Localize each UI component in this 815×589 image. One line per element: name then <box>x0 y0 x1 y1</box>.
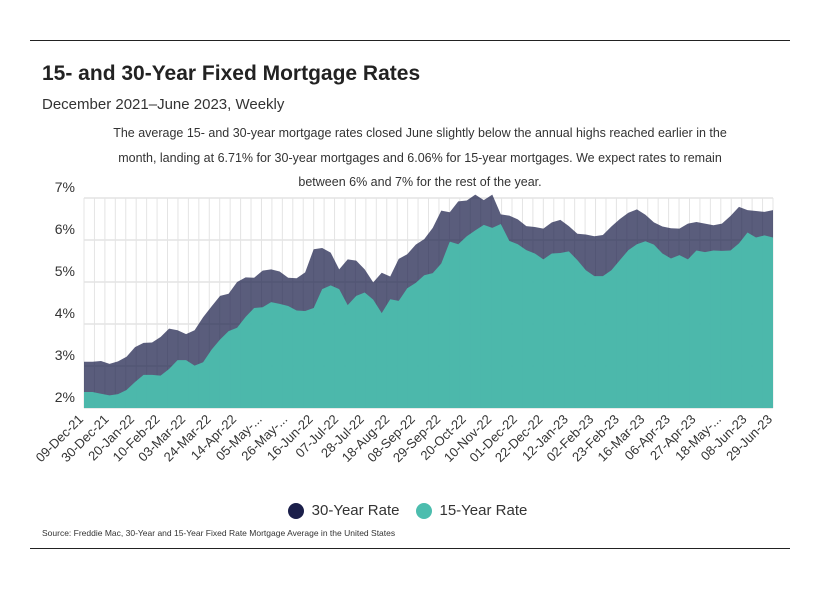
x-tick-labels: 09-Dec-2130-Dec-2120-Jan-2210-Feb-2203-M… <box>33 412 776 466</box>
y-tick-label: 7% <box>55 179 75 195</box>
y-tick-label: 3% <box>55 347 75 363</box>
y-tick-label: 2% <box>55 389 75 405</box>
legend-label-30-year: 30-Year Rate <box>311 502 400 519</box>
source-note: Source: Freddie Mac, 30-Year and 15-Year… <box>42 528 396 538</box>
legend-item-15-year: 15-Year Rate <box>415 502 528 519</box>
bottom-rule <box>30 548 790 549</box>
area-15-year <box>84 224 773 408</box>
legend-swatch-30-year <box>287 502 304 519</box>
legend: 30-Year Rate 15-Year Rate <box>0 502 815 519</box>
y-tick-labels: 2% 3% 4% 5% 6% 7% <box>55 179 75 405</box>
chart-subtitle: December 2021–June 2023, Weekly <box>42 96 285 113</box>
legend-item-30-year: 30-Year Rate <box>287 502 400 519</box>
area-chart: 2% 3% 4% 5% 6% 7% 09-Dec-2130-Dec-2120-Jan-22… <box>33 179 776 466</box>
y-tick-label: 6% <box>55 221 75 237</box>
series-areas <box>84 194 773 408</box>
y-tick-label: 4% <box>55 305 75 321</box>
top-rule <box>30 40 790 41</box>
legend-swatch-15-year <box>415 502 432 519</box>
legend-label-15-year: 15-Year Rate <box>439 502 528 519</box>
chart-note: The average 15- and 30-year mortgage rat… <box>113 126 727 189</box>
y-tick-label: 5% <box>55 263 75 279</box>
chart-title: 15- and 30-Year Fixed Mortgage Rates <box>42 62 421 85</box>
